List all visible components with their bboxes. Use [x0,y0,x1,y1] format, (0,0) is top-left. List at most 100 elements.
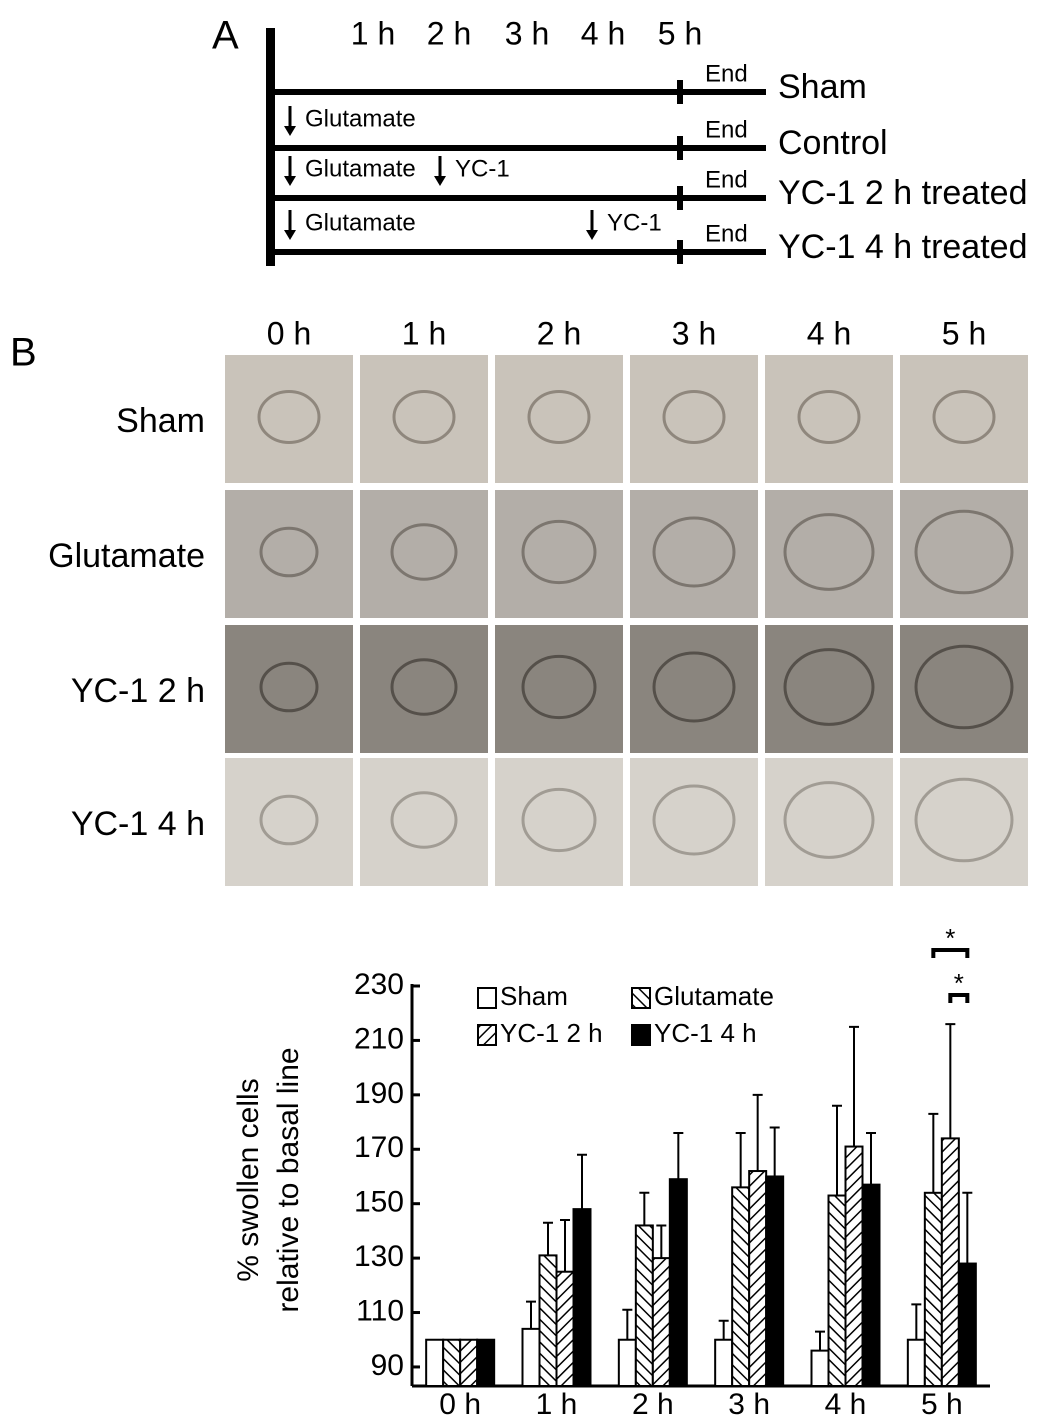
cell [914,644,1014,730]
column-label: 1 h [402,315,446,351]
column-label: 4 h [807,315,851,351]
error-bar [962,1191,973,1264]
bar [442,1338,462,1387]
y-tick-label: 230 [354,968,404,1001]
arrow-head [434,176,446,186]
bar [459,1338,479,1387]
error-bar [622,1308,633,1340]
hour-label: 2 h [427,15,471,51]
y-tick-label: 210 [354,1022,404,1055]
event-label: YC-1 [455,155,510,182]
y-tick-label: 190 [354,1077,404,1110]
event-label: Glutamate [305,209,416,236]
bar [634,1224,654,1388]
bar [555,1270,575,1387]
cell [521,787,597,853]
x-tick-label: 5 h [921,1388,963,1421]
end-tick [677,80,683,104]
event-label: YC-1 [607,209,662,236]
error-bar [911,1303,922,1340]
bar [538,1254,558,1387]
x-tick-label: 4 h [825,1388,867,1421]
error-bar [752,1093,763,1172]
event-label: Glutamate [305,105,416,132]
error-bar [849,1025,859,1147]
legend-swatch [477,1024,497,1046]
y-tick-label: 110 [356,1294,404,1327]
bar [940,1137,960,1388]
cell [783,781,875,859]
error-bar [673,1131,684,1180]
arrow-head [284,230,296,240]
end-tick [677,136,683,160]
significance-mark: * [954,968,964,998]
significance-bracket [948,993,970,1003]
column-label: 0 h [267,315,311,351]
legend-label: Sham [500,981,568,1011]
cell [783,648,875,726]
panel-label: A [212,14,239,58]
error-bar [832,1104,842,1196]
bar [923,1191,943,1388]
cell [259,661,319,713]
error-bar [769,1126,780,1177]
timeline [270,89,766,95]
cell [914,509,1014,595]
x-tick-label: 3 h [728,1388,770,1421]
bar [844,1145,864,1387]
cell [521,519,597,585]
bar [765,1175,785,1387]
bar [861,1183,881,1387]
end-label: End [705,60,748,87]
y-tick-label: 170 [354,1131,404,1164]
row-name: Sham [778,68,867,106]
cell [652,784,736,856]
row-name: YC-1 2 h treated [778,174,1027,212]
y-tick-label: 150 [354,1186,404,1219]
bar [810,1349,830,1388]
end-label: End [705,116,748,143]
x-tick-label: 2 h [632,1388,674,1421]
error-bar [543,1221,553,1256]
timeline [270,145,766,151]
bar [521,1327,541,1388]
cell [662,390,726,444]
cell [390,791,458,849]
event-label: Glutamate [305,155,416,182]
arrow-head [586,230,598,240]
error-bar [718,1319,729,1340]
hour-label: 1 h [351,15,395,51]
error-bar [577,1153,587,1210]
x-tick-label: 1 h [536,1388,578,1421]
significance-mark: * [945,923,955,953]
end-tick [677,240,683,264]
panel-label: B [10,331,37,375]
cell [527,390,591,444]
bar [425,1338,445,1387]
bar [714,1338,734,1387]
arrow-head [284,126,296,136]
legend-swatch [631,1024,651,1046]
significance-bracket [931,948,970,958]
timeline [270,249,766,255]
error-bar [815,1330,825,1351]
cell [521,654,597,720]
error-bar [560,1219,570,1272]
x-tick-label: 0 h [439,1388,481,1421]
bar [668,1178,688,1387]
y-tick-label: 90 [371,1349,404,1382]
bar [957,1262,977,1388]
legend-swatch [631,987,651,1009]
row-label: YC-1 4 h [71,805,205,843]
bar [748,1170,768,1388]
bar [906,1338,926,1387]
bar [572,1208,592,1388]
error-bar [526,1300,536,1329]
hour-label: 5 h [658,15,702,51]
cell [932,390,996,444]
end-tick [677,186,683,210]
row-label: YC-1 2 h [71,672,205,710]
error-bar [945,1023,956,1139]
error-bar [639,1191,650,1226]
